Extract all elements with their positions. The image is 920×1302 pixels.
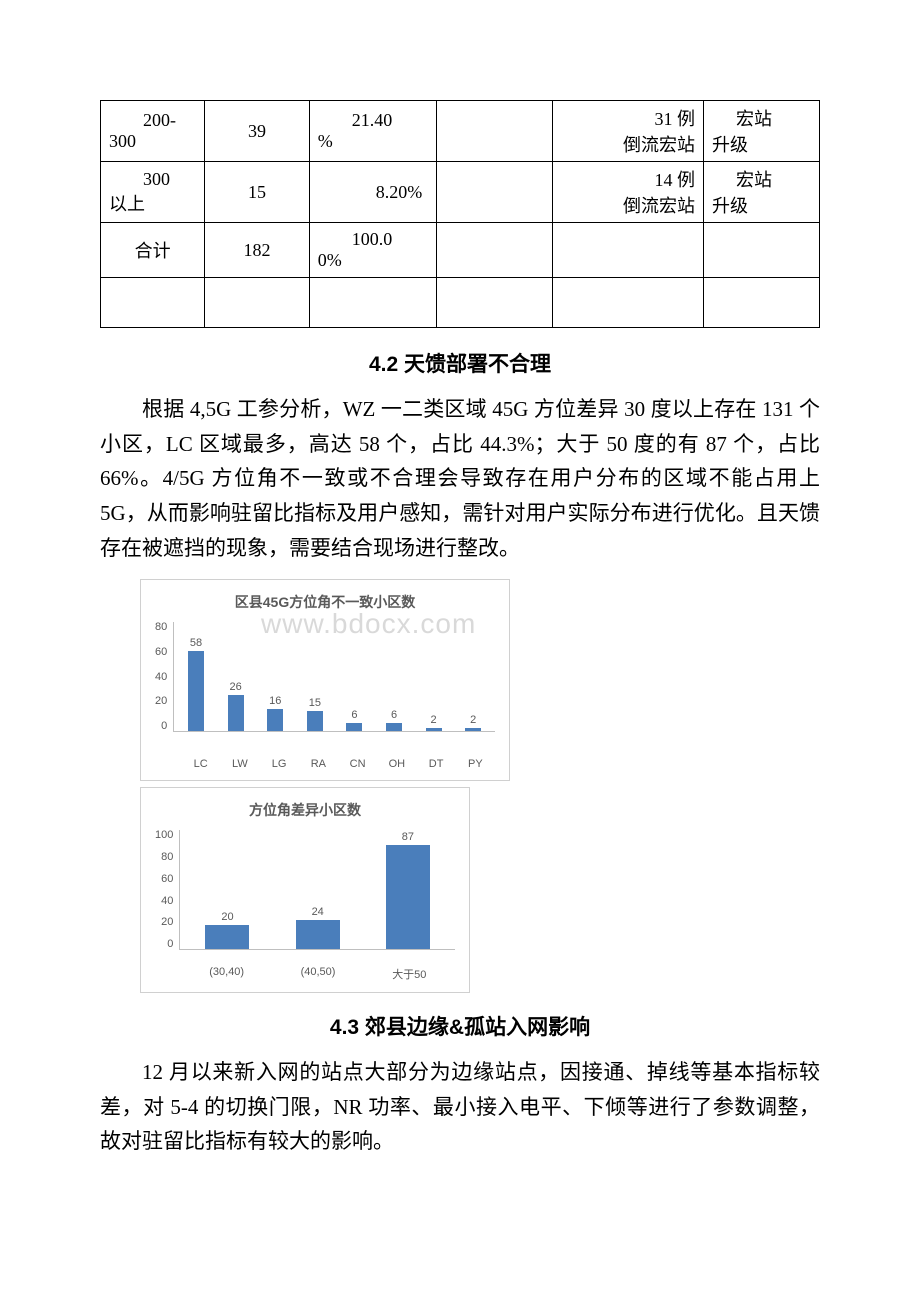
bar-col: 16 bbox=[255, 695, 295, 731]
cell-range-b: 以上 bbox=[109, 190, 196, 216]
table-row: 200-300 39 21.40% 31 例倒流宏站 宏站升级 bbox=[101, 101, 820, 162]
bar-value-label: 6 bbox=[351, 709, 357, 721]
bar-col: 26 bbox=[216, 681, 256, 731]
chart1-y-axis: 020406080 bbox=[155, 622, 173, 732]
cell-action-b: 升级 bbox=[712, 135, 748, 155]
cell-pct-sym: 0% bbox=[318, 250, 429, 271]
cell-pct-sym: % bbox=[318, 131, 429, 152]
cell-case-b: 倒流宏站 bbox=[623, 135, 695, 155]
cell-action-a: 宏站 bbox=[712, 166, 772, 192]
bar-value-label: 2 bbox=[431, 714, 437, 726]
cell-empty bbox=[437, 223, 553, 278]
chart2-title: 方位角差异小区数 bbox=[155, 800, 455, 820]
bar-col: 2 bbox=[414, 714, 454, 731]
bar-value-label: 24 bbox=[312, 906, 324, 918]
bar bbox=[346, 723, 362, 731]
bar-col: 87 bbox=[363, 831, 453, 949]
heading-4-2: 4.2 天馈部署不合理 bbox=[100, 348, 820, 378]
bar-value-label: 2 bbox=[470, 714, 476, 726]
cell-total-label: 合计 bbox=[101, 223, 205, 278]
cell-range-b: 300 bbox=[109, 131, 196, 152]
chart2-x-axis: (30,40)(40,50)大于50 bbox=[155, 966, 455, 982]
cell-case-a: 14 例 bbox=[654, 170, 695, 190]
cell-pct-num: 100.0 bbox=[318, 229, 393, 250]
table-row: 合计 182 100.00% bbox=[101, 223, 820, 278]
cell-empty bbox=[703, 223, 819, 278]
chart-district-azimuth: 区县45G方位角不一致小区数 www.bdocx.com 020406080 5… bbox=[140, 579, 510, 781]
bar bbox=[296, 920, 340, 949]
bar-value-label: 26 bbox=[230, 681, 242, 693]
chart-azimuth-diff: 方位角差异小区数 020406080100 20 24 87 (30,40)(40,… bbox=[140, 787, 470, 993]
cell-pct: 8.20% bbox=[309, 162, 437, 223]
cell-case-b: 倒流宏站 bbox=[623, 196, 695, 216]
bar-col: 15 bbox=[295, 697, 335, 732]
bar bbox=[426, 728, 442, 731]
chart1-title: 区县45G方位角不一致小区数 bbox=[155, 592, 495, 612]
paragraph-4-2: 根据 4,5G 工参分析，WZ 一二类区域 45G 方位差异 30 度以上存在 … bbox=[100, 392, 820, 565]
heading-4-3: 4.3 郊县边缘&孤站入网影响 bbox=[100, 1011, 820, 1041]
cell-count: 39 bbox=[205, 101, 309, 162]
chart1-x-axis: LCLWLGRACNOHDTPY bbox=[155, 758, 495, 770]
bar-col: 20 bbox=[182, 911, 272, 949]
cell-pct-num: 21.40 bbox=[318, 110, 393, 131]
chart1-plot: 58 26 16 15 6 6 2 2 bbox=[173, 622, 495, 732]
table-row-spacer bbox=[101, 278, 820, 328]
bar bbox=[205, 925, 249, 949]
bar-col: 58 bbox=[176, 637, 216, 731]
cell-count: 15 bbox=[205, 162, 309, 223]
bar-value-label: 87 bbox=[402, 831, 414, 843]
bar-value-label: 6 bbox=[391, 709, 397, 721]
cell-range: 200- bbox=[109, 110, 176, 131]
paragraph-4-3: 12 月以来新入网的站点大部分为边缘站点，因接通、掉线等基本指标较差，对 5-4… bbox=[100, 1055, 820, 1159]
cell-case-a: 31 例 bbox=[654, 109, 695, 129]
bar bbox=[228, 695, 244, 731]
bar-value-label: 58 bbox=[190, 637, 202, 649]
bar bbox=[465, 728, 481, 731]
cell-action-a: 宏站 bbox=[712, 105, 772, 131]
bar bbox=[188, 651, 204, 731]
bar-value-label: 16 bbox=[269, 695, 281, 707]
cell-empty bbox=[437, 162, 553, 223]
cell-total-count: 182 bbox=[205, 223, 309, 278]
bar bbox=[267, 709, 283, 731]
cell-empty bbox=[437, 101, 553, 162]
cell-action-b: 升级 bbox=[712, 196, 748, 216]
bar-col: 2 bbox=[453, 714, 493, 731]
cell-range: 300 bbox=[109, 169, 170, 190]
chart2-plot: 20 24 87 bbox=[179, 830, 455, 950]
bar-col: 6 bbox=[374, 709, 414, 731]
bar bbox=[386, 723, 402, 731]
bar-col: 24 bbox=[273, 906, 363, 949]
bar-value-label: 20 bbox=[221, 911, 233, 923]
chart2-y-axis: 020406080100 bbox=[155, 830, 179, 950]
table-row: 300以上 15 8.20% 14 例倒流宏站 宏站升级 bbox=[101, 162, 820, 223]
data-table: 200-300 39 21.40% 31 例倒流宏站 宏站升级 300以上 15… bbox=[100, 100, 820, 328]
bar-col: 6 bbox=[335, 709, 375, 731]
cell-empty bbox=[553, 223, 704, 278]
bar bbox=[386, 845, 430, 949]
bar bbox=[307, 711, 323, 732]
bar-value-label: 15 bbox=[309, 697, 321, 709]
